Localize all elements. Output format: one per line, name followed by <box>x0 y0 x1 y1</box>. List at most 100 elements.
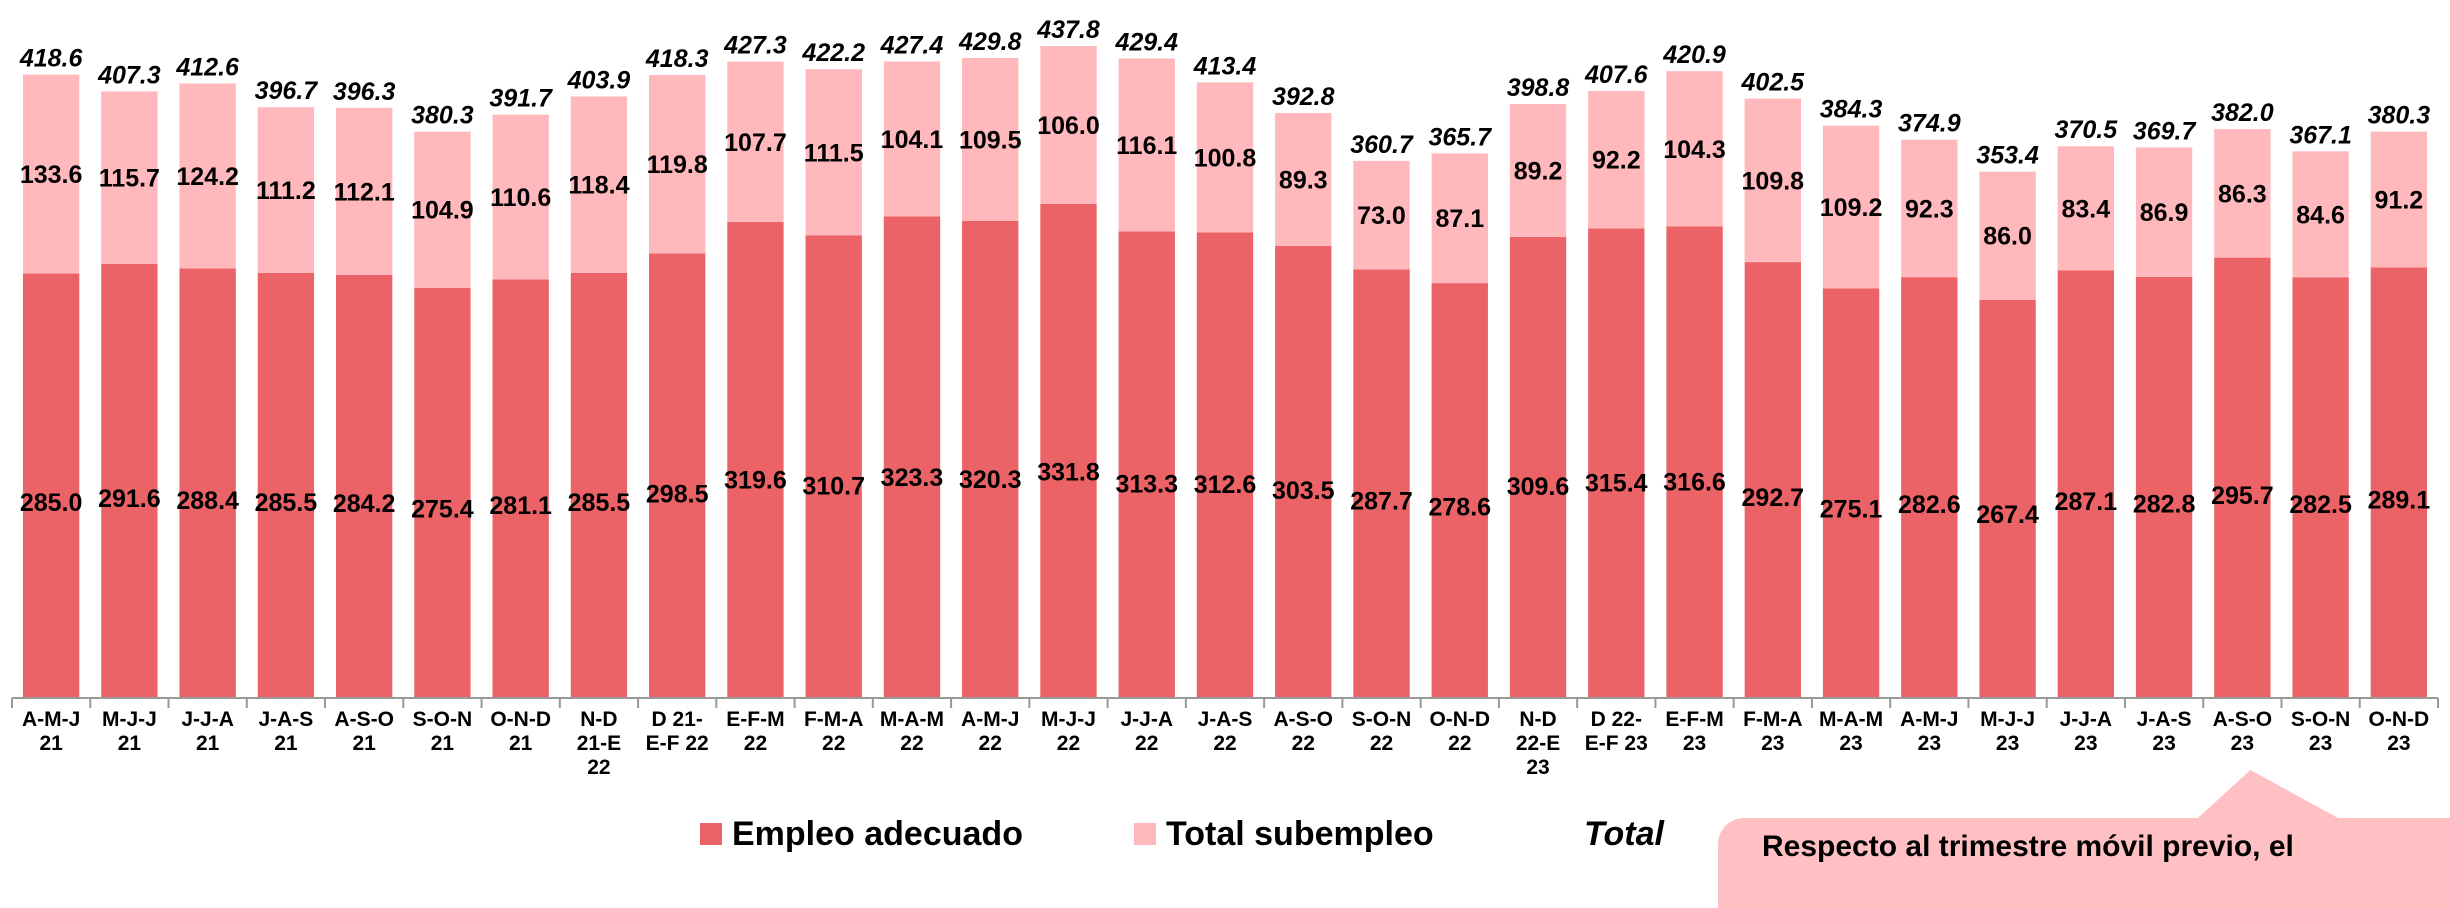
x-tick-label-1: M-J-J 21 <box>102 708 157 755</box>
x-tick-label-24: A-M-J 23 <box>1900 708 1958 755</box>
label-total-28: 382.0 <box>2211 99 2274 127</box>
bar-empleo-adecuado-1 <box>101 263 158 698</box>
label-total-subempleo-9: 107.7 <box>724 129 787 157</box>
bar-empleo-adecuado-24 <box>1901 277 1958 698</box>
bar-empleo-adecuado-0 <box>22 273 80 698</box>
bar-empleo-adecuado-28 <box>2214 257 2271 698</box>
bar-empleo-adecuado-19 <box>1509 236 1567 698</box>
label-total-19: 398.8 <box>1507 74 1570 102</box>
label-empleo-adecuado-10: 310.7 <box>802 472 865 500</box>
bar-empleo-adecuado-11 <box>883 216 941 698</box>
x-tick-label-9: E-F-M 22 <box>726 708 784 755</box>
label-empleo-adecuado-28: 295.7 <box>2211 482 2274 510</box>
bar-total-subempleo-0 <box>22 74 80 274</box>
label-empleo-adecuado-29: 282.5 <box>2289 491 2352 519</box>
label-empleo-adecuado-8: 298.5 <box>646 480 709 508</box>
bar-total-subempleo-27 <box>2135 147 2193 277</box>
label-empleo-adecuado-21: 316.6 <box>1663 469 1726 497</box>
callout-box: Respecto al trimestre móvil previo, el <box>1718 818 2450 908</box>
stacked-bar-chart: A-M-J 21 M-J-J 21 J-J-A 21 J-A-S 21 A-S-O 21 S-O-N… <box>11 16 2439 779</box>
bar-empleo-adecuado-25 <box>1979 299 2036 698</box>
x-axis-ticks: A-M-J 21 M-J-J 21 J-J-A 21 J-A-S 21 A-S-O 21 S-O-N… <box>11 698 2439 779</box>
label-empleo-adecuado-2: 288.4 <box>176 487 239 515</box>
label-total-0: 418.6 <box>19 45 84 73</box>
x-tick-label-25: M-J-J 23 <box>1980 708 2035 755</box>
bar-total-subempleo-21 <box>1666 71 1723 227</box>
bar-empleo-adecuado-20 <box>1588 228 1645 698</box>
label-empleo-adecuado-1: 291.6 <box>98 485 161 513</box>
label-total-subempleo-10: 111.5 <box>804 139 864 167</box>
bar-empleo-adecuado-5 <box>414 287 471 698</box>
bar-total-subempleo-17 <box>1353 160 1410 270</box>
label-total-10: 422.2 <box>801 39 865 67</box>
x-tick-label-4: A-S-O 21 <box>334 708 394 755</box>
legend-label-empleo-adecuado: Empleo adecuado <box>732 814 1023 853</box>
bar-empleo-adecuado-4 <box>335 274 393 698</box>
label-total-16: 392.8 <box>1272 83 1335 111</box>
label-empleo-adecuado-3: 285.5 <box>255 489 318 517</box>
legend-item-total: Total <box>1584 812 1664 856</box>
bar-empleo-adecuado-21 <box>1666 226 1723 699</box>
x-tick-label-30: O-N-D 23 <box>2369 708 2430 755</box>
label-total-26: 370.5 <box>2055 116 2119 144</box>
label-empleo-adecuado-6: 281.1 <box>489 492 552 520</box>
x-tick-label-18: O-N-D 22 <box>1429 708 1490 755</box>
label-empleo-adecuado-12: 320.3 <box>959 466 1022 494</box>
bar-total-subempleo-3 <box>257 107 315 273</box>
x-tick-label-0: A-M-J 21 <box>22 708 80 755</box>
bar-total-subempleo-24 <box>1901 139 1958 278</box>
label-total-23: 384.3 <box>1820 96 1883 124</box>
label-total-18: 365.7 <box>1428 123 1492 151</box>
x-tick-label-11: M-A-M 22 <box>880 708 944 755</box>
x-tick-label-16: A-S-O 22 <box>1274 708 1334 755</box>
bar-empleo-adecuado-14 <box>1118 231 1175 698</box>
bar-total-subempleo-9 <box>727 61 784 223</box>
bar-empleo-adecuado-23 <box>1822 288 1880 698</box>
label-total-29: 367.1 <box>2289 121 2352 149</box>
x-tick-label-14: J-J-A 22 <box>1120 708 1173 755</box>
bar-total-subempleo-23 <box>1822 125 1880 289</box>
label-empleo-adecuado-20: 315.4 <box>1585 469 1648 497</box>
label-total-25: 353.4 <box>1976 142 2039 170</box>
label-total-subempleo-1: 115.7 <box>99 165 160 193</box>
label-total-subempleo-7: 118.4 <box>568 172 629 200</box>
label-total-11: 427.4 <box>880 31 944 59</box>
label-total-subempleo-26: 83.4 <box>2062 195 2111 223</box>
bar-total-subempleo-18 <box>1431 153 1488 284</box>
bar-total-subempleo-6 <box>492 114 549 280</box>
label-empleo-adecuado-9: 319.6 <box>724 467 787 495</box>
x-tick-label-3: J-A-S 21 <box>258 708 313 755</box>
x-tick-label-22: F-M-A 23 <box>1743 708 1802 755</box>
x-tick-label-21: E-F-M 23 <box>1665 708 1723 755</box>
label-total-subempleo-22: 109.8 <box>1742 167 1805 195</box>
label-total-13: 437.8 <box>1036 16 1100 44</box>
label-total-subempleo-5: 104.9 <box>411 197 474 225</box>
label-total-14: 429.4 <box>1114 29 1178 57</box>
callout-pointer <box>2195 770 2371 820</box>
bar-total-subempleo-1 <box>101 91 158 264</box>
data-labels: 285.0 133.6 418.6 291.6 115.7 407.3 288.4 124.2… <box>19 16 2430 529</box>
label-total-subempleo-16: 89.3 <box>1279 167 1328 195</box>
label-total-2: 412.6 <box>175 54 240 82</box>
label-total-subempleo-15: 100.8 <box>1194 144 1257 172</box>
label-total-9: 427.3 <box>723 32 787 60</box>
label-total-subempleo-12: 109.5 <box>959 126 1022 154</box>
label-total-20: 407.6 <box>1584 61 1649 89</box>
label-total-17: 360.7 <box>1350 131 1414 159</box>
bar-empleo-adecuado-16 <box>1275 246 1332 698</box>
x-tick-label-19: N-D 22-E 23 <box>1516 708 1560 779</box>
label-total-subempleo-18: 87.1 <box>1435 205 1484 233</box>
label-empleo-adecuado-30: 289.1 <box>2368 487 2431 515</box>
bar-empleo-adecuado-10 <box>805 235 862 698</box>
bar-total-subempleo-4 <box>335 107 393 275</box>
legend-swatch-empleo-adecuado <box>700 823 722 845</box>
bar-empleo-adecuado-29 <box>2292 277 2349 698</box>
bar-empleo-adecuado-22 <box>1744 262 1801 698</box>
bar-total-subempleo-26 <box>2057 146 2115 271</box>
bar-total-subempleo-5 <box>414 131 471 288</box>
bar-total-subempleo-19 <box>1509 104 1567 237</box>
label-empleo-adecuado-4: 284.2 <box>333 490 396 518</box>
label-total-subempleo-19: 89.2 <box>1514 158 1563 186</box>
label-total-12: 429.8 <box>958 28 1022 56</box>
bar-empleo-adecuado-26 <box>2057 270 2115 698</box>
